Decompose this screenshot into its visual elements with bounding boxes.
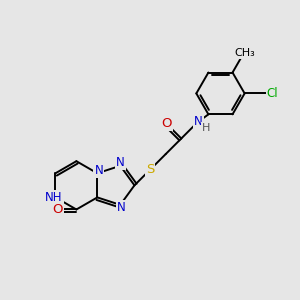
Text: NH: NH xyxy=(45,191,63,204)
Text: N: N xyxy=(94,164,103,177)
Text: N: N xyxy=(117,201,126,214)
Text: H: H xyxy=(202,123,211,133)
Text: S: S xyxy=(146,163,154,176)
Text: Cl: Cl xyxy=(267,87,278,100)
Text: O: O xyxy=(52,203,62,216)
Text: N: N xyxy=(194,115,203,128)
Text: CH₃: CH₃ xyxy=(235,48,255,58)
Text: N: N xyxy=(116,156,124,170)
Text: O: O xyxy=(161,117,172,130)
